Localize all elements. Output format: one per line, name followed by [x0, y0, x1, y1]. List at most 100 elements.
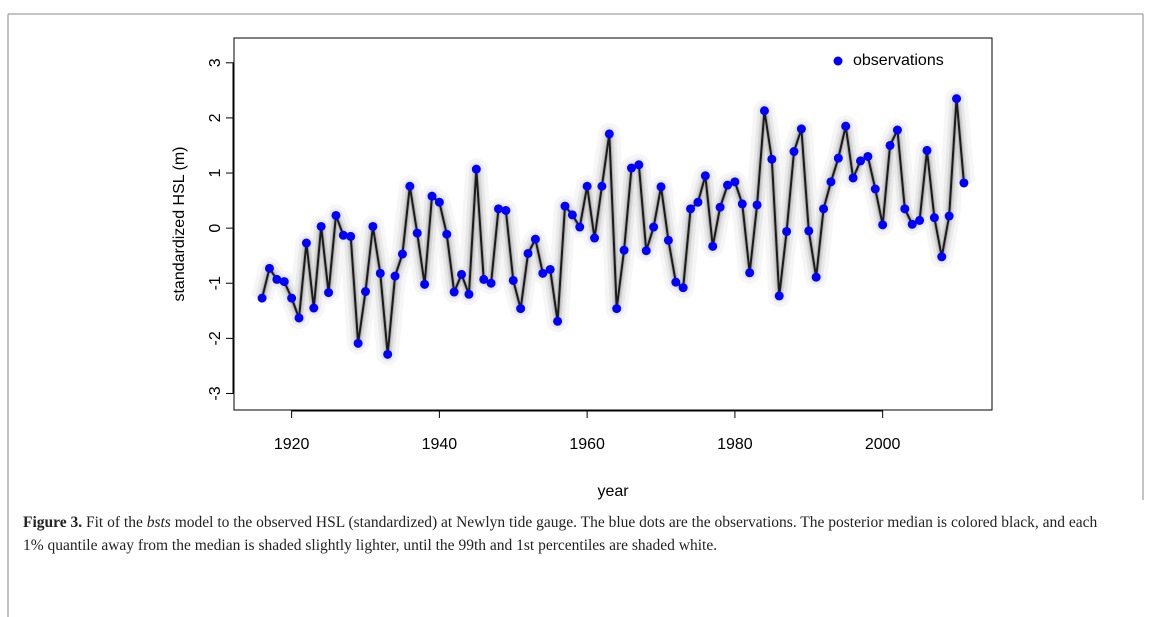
observation-point — [287, 293, 297, 303]
observation-point — [508, 275, 518, 285]
observation-point — [434, 197, 444, 207]
observation-point — [324, 288, 334, 298]
observation-point — [959, 178, 969, 188]
observation-point — [678, 283, 688, 293]
observation-point — [915, 215, 925, 225]
observation-point — [264, 263, 274, 273]
observation-point — [671, 277, 681, 287]
legend-marker — [833, 56, 843, 66]
observation-point — [796, 124, 806, 134]
observation-point — [892, 125, 902, 135]
legend-label: observations — [853, 52, 944, 69]
observation-point — [597, 181, 607, 191]
observation-point — [944, 211, 954, 221]
observation-point — [870, 184, 880, 194]
observation-point — [634, 160, 644, 170]
observation-point — [590, 233, 600, 243]
observation-point — [567, 210, 577, 220]
y-tick-label: 3 — [207, 58, 224, 67]
observation-point — [464, 289, 474, 299]
y-tick-label: -3 — [207, 386, 224, 400]
observation-point — [412, 228, 422, 238]
observation-point — [929, 213, 939, 223]
observation-point — [723, 180, 733, 190]
observation-point — [279, 277, 289, 287]
y-tick-label: -2 — [207, 331, 224, 345]
y-tick-label: 1 — [207, 168, 224, 177]
caption-label: Figure 3. — [23, 514, 83, 531]
observation-point — [316, 221, 326, 231]
observation-point — [405, 181, 415, 191]
y-tick-label: 0 — [207, 224, 224, 233]
x-tick-label: 1920 — [274, 436, 310, 453]
observation-point — [553, 316, 563, 326]
observation-point — [353, 338, 363, 348]
caption-text: model to the observed HSL (standardized)… — [23, 514, 1098, 554]
observation-point — [442, 229, 452, 239]
observation-point — [390, 271, 400, 281]
observation-point — [833, 153, 843, 163]
observation-point — [530, 234, 540, 244]
observation-point — [582, 181, 592, 191]
observation-point — [641, 246, 651, 256]
observation-point — [538, 268, 548, 278]
observation-point — [826, 177, 836, 187]
observation-point — [575, 222, 585, 232]
observation-point — [855, 156, 865, 166]
observation-point — [427, 191, 437, 201]
observation-point — [523, 248, 533, 258]
observation-point — [449, 287, 459, 297]
observation-point — [656, 182, 666, 192]
observation-point — [501, 205, 511, 215]
observation-point — [626, 163, 636, 173]
observation-point — [471, 164, 481, 174]
observation-point — [397, 249, 407, 259]
observation-point — [368, 221, 378, 231]
observation-point — [782, 226, 792, 236]
observation-point — [375, 268, 385, 278]
observation-point — [294, 313, 304, 323]
observation-point — [767, 154, 777, 164]
y-tick-label: -1 — [207, 276, 224, 290]
caption: Figure 3. Fit of the bsts model to the o… — [23, 512, 1118, 557]
observation-point — [900, 204, 910, 214]
observation-point — [361, 287, 371, 297]
observation-point — [331, 210, 341, 220]
observation-point — [752, 200, 762, 210]
y-axis-label: standardized HSL (m) — [171, 146, 188, 301]
observation-point — [516, 304, 526, 314]
plot-box — [233, 37, 993, 411]
observation-point — [745, 268, 755, 278]
observation-point — [612, 304, 622, 314]
observation-point — [604, 129, 614, 139]
observation-point — [730, 177, 740, 187]
observation-point — [545, 264, 555, 274]
observation-point — [457, 269, 467, 279]
observation-point — [686, 204, 696, 214]
observation-point — [819, 204, 829, 214]
observation-point — [338, 230, 348, 240]
observation-point — [272, 274, 282, 284]
observation-point — [649, 222, 659, 232]
observation-point — [383, 349, 393, 359]
observation-point — [346, 231, 356, 241]
observation-point — [309, 303, 319, 313]
observation-point — [789, 147, 799, 157]
observation-point — [952, 94, 962, 104]
observation-point — [759, 106, 769, 116]
observation-point — [848, 173, 858, 183]
observation-point — [737, 199, 747, 209]
caption-text: Fit of the — [86, 514, 143, 531]
observation-point — [493, 204, 503, 214]
x-tick-label: 1940 — [422, 436, 458, 453]
observation-point — [479, 274, 489, 284]
x-axis-label: year — [597, 483, 629, 500]
observation-point — [708, 241, 718, 251]
observation-point — [878, 220, 888, 230]
observation-point — [774, 291, 784, 301]
observation-point — [841, 121, 851, 131]
observation-point — [863, 151, 873, 161]
observation-point — [420, 279, 430, 289]
observation-point — [885, 140, 895, 150]
